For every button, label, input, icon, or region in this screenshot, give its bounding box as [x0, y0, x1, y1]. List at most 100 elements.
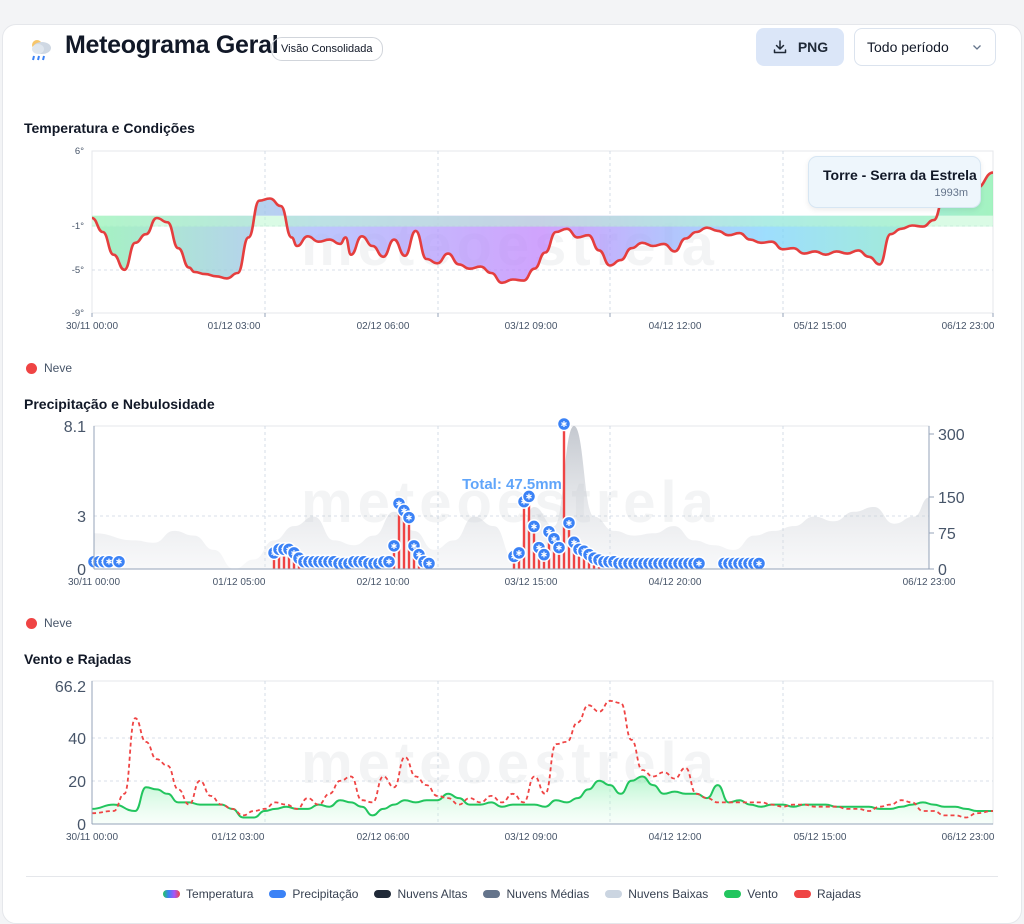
legend-item[interactable]: Temperatura	[163, 887, 253, 901]
snow-marker	[386, 538, 402, 554]
y-tick-label: -5°	[72, 265, 84, 276]
legend-swatch	[605, 890, 623, 898]
snow-marker	[556, 416, 572, 432]
snow-marker	[111, 554, 127, 569]
x-tick-label: 04/12 20:00	[649, 577, 702, 588]
snowflake-icon: ✱	[106, 558, 113, 567]
y-tick-label: 66.2	[55, 679, 86, 696]
legend-label: Rajadas	[816, 887, 861, 901]
station-altitude: 1993m	[934, 187, 968, 199]
plot-frame	[91, 150, 994, 314]
snowflake-icon: ✱	[521, 498, 528, 507]
snow-legend-2[interactable]: Neve	[26, 616, 72, 630]
download-png-button[interactable]: PNG	[756, 28, 844, 66]
snowflake-icon: ✱	[696, 559, 703, 568]
legend-item[interactable]: Nuvens Altas	[374, 887, 467, 901]
view-badge: Visão Consolidada	[271, 37, 383, 61]
x-tick-label: 03/12 09:00	[505, 321, 558, 332]
legend-label: Nuvens Altas	[397, 887, 468, 901]
y-tick-label-left: 0	[77, 562, 86, 579]
period-select[interactable]: Todo período	[854, 28, 996, 66]
snowflake-icon: ✱	[386, 558, 393, 567]
png-label: PNG	[797, 39, 829, 55]
legend-label: Precipitação	[292, 887, 359, 901]
legend-item[interactable]: Nuvens Baixas	[605, 887, 708, 901]
footer-divider	[26, 876, 998, 877]
snow-marker	[526, 519, 542, 534]
snow-label: Neve	[44, 361, 73, 375]
snow-marker	[561, 515, 577, 531]
snowflake-icon: ✱	[546, 528, 553, 537]
legend-swatch	[374, 890, 392, 898]
legend-item[interactable]: Vento	[724, 887, 778, 901]
x-tick-label: 30/11 00:00	[66, 832, 119, 843]
legend-item[interactable]: Nuvens Médias	[483, 887, 589, 901]
precip-section-title: Precipitação e Nebulosidade	[24, 396, 215, 412]
snowflake-icon: ✱	[526, 492, 533, 501]
y-tick-label-left: 3	[77, 509, 86, 526]
snow-bar	[277, 551, 281, 569]
x-tick-label: 30/11 00:00	[66, 321, 119, 332]
x-tick-label: 06/12 23:00	[942, 321, 995, 332]
wind-line	[91, 775, 993, 819]
legend-item[interactable]: Precipitação	[269, 887, 358, 901]
temperature-area	[92, 172, 993, 283]
x-tick-label: 06/12 23:00	[942, 832, 995, 843]
snow-bar	[542, 556, 546, 569]
bottom-legend: Temperatura Precipitação Nuvens Altas Nuven…	[0, 887, 1024, 901]
snow-bar	[527, 498, 531, 569]
snow-bar	[577, 551, 581, 569]
wind-section-title: Vento e Rajadas	[24, 651, 132, 667]
snowflake-icon: ✱	[756, 559, 763, 568]
snow-bar	[582, 553, 586, 569]
snow-marker	[551, 540, 567, 555]
x-tick-label: 02/12 06:00	[357, 832, 410, 843]
y-tick-label-right: 75	[938, 526, 956, 543]
snow-bar	[557, 549, 561, 569]
snowflake-icon: ✱	[401, 507, 408, 516]
snowflake-icon: ✱	[396, 499, 403, 508]
temp-section-title: Temperatura e Condições	[24, 120, 195, 136]
x-tick-label: 05/12 15:00	[794, 832, 847, 843]
snow-bar	[272, 554, 276, 569]
snowflake-icon: ✱	[516, 549, 523, 558]
station-name: Torre - Serra da Estrela	[823, 167, 977, 183]
snowflake-icon: ✱	[406, 514, 413, 523]
snowflake-icon: ✱	[426, 559, 433, 568]
watermark: meteoestrela	[301, 470, 719, 535]
y-tick-label: -1°	[72, 221, 84, 232]
legend-item[interactable]: Rajadas	[793, 887, 861, 901]
y-tick-label: 6°	[75, 146, 84, 157]
clouds-low-area	[94, 426, 929, 569]
download-icon	[773, 40, 787, 54]
legend-swatch	[483, 890, 501, 898]
x-tick-label: 06/12 23:00	[903, 577, 956, 588]
y-tick-label-right: 150	[938, 490, 965, 507]
snow-bar	[402, 512, 406, 569]
snow-bar	[562, 426, 566, 569]
wind-area	[92, 776, 993, 824]
snow-bar	[517, 554, 521, 569]
y-tick-label-left: 8.1	[64, 419, 86, 436]
station-tooltip: Torre - Serra da Estrela 1993m	[808, 156, 981, 208]
snow-bar	[552, 540, 556, 569]
x-tick-label: 05/12 15:00	[794, 321, 847, 332]
snowflake-icon: ✱	[566, 519, 573, 528]
x-tick-label: 01/12 05:00	[213, 577, 266, 588]
snow-legend-1[interactable]: Neve	[26, 361, 72, 375]
x-tick-label: 02/12 06:00	[357, 321, 410, 332]
snow-marker	[536, 547, 552, 562]
charts-svg: meteoestrela 6° -1° -5° -9° 30/11 00:00 01/12 …	[55, 146, 995, 843]
snow-bar	[287, 551, 291, 569]
y-tick-label: 20	[68, 774, 86, 791]
snow-bar	[397, 505, 401, 569]
snowflake-icon: ✱	[116, 558, 123, 567]
y-tick-label: 0	[77, 817, 86, 834]
snow-marker	[381, 554, 397, 569]
x-tick-label: 04/12 12:00	[649, 321, 702, 332]
legend-label: Temperatura	[186, 887, 254, 901]
snow-bar	[522, 503, 526, 569]
gust-line	[91, 699, 994, 819]
snowflake-icon: ✱	[541, 551, 548, 560]
